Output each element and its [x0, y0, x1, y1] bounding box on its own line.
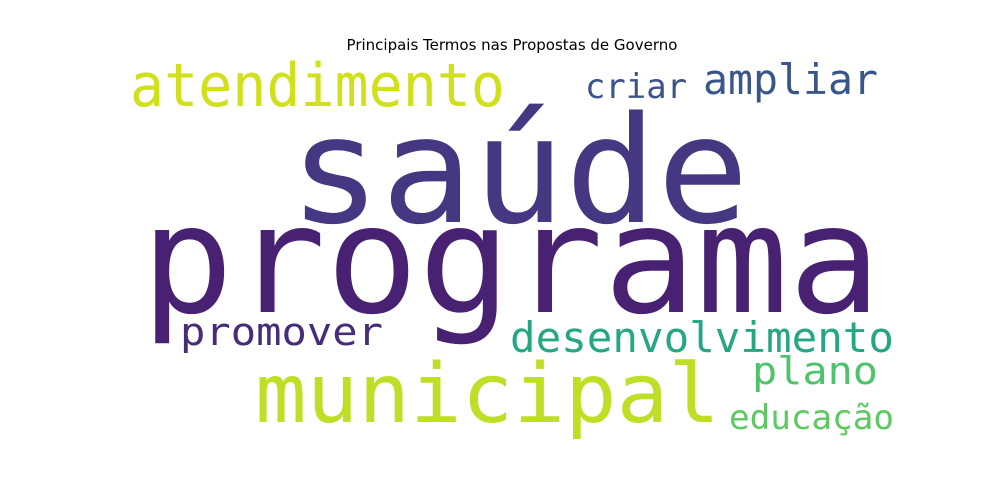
word-ampliar: ampliar — [703, 55, 878, 104]
word-atendimento: atendimento — [130, 51, 505, 121]
word-educação: educação — [729, 398, 894, 438]
chart-title: Principais Termos nas Propostas de Gover… — [346, 36, 678, 54]
word-municipal: municipal — [255, 347, 720, 442]
word-saúde: saúde — [289, 85, 749, 257]
word-programa: programa — [141, 174, 881, 348]
word-desenvolvimento: desenvolvimento — [510, 313, 894, 362]
word-plano: plano — [752, 349, 878, 393]
word-criar: criar — [585, 67, 687, 107]
word-promover: promover — [180, 310, 383, 354]
